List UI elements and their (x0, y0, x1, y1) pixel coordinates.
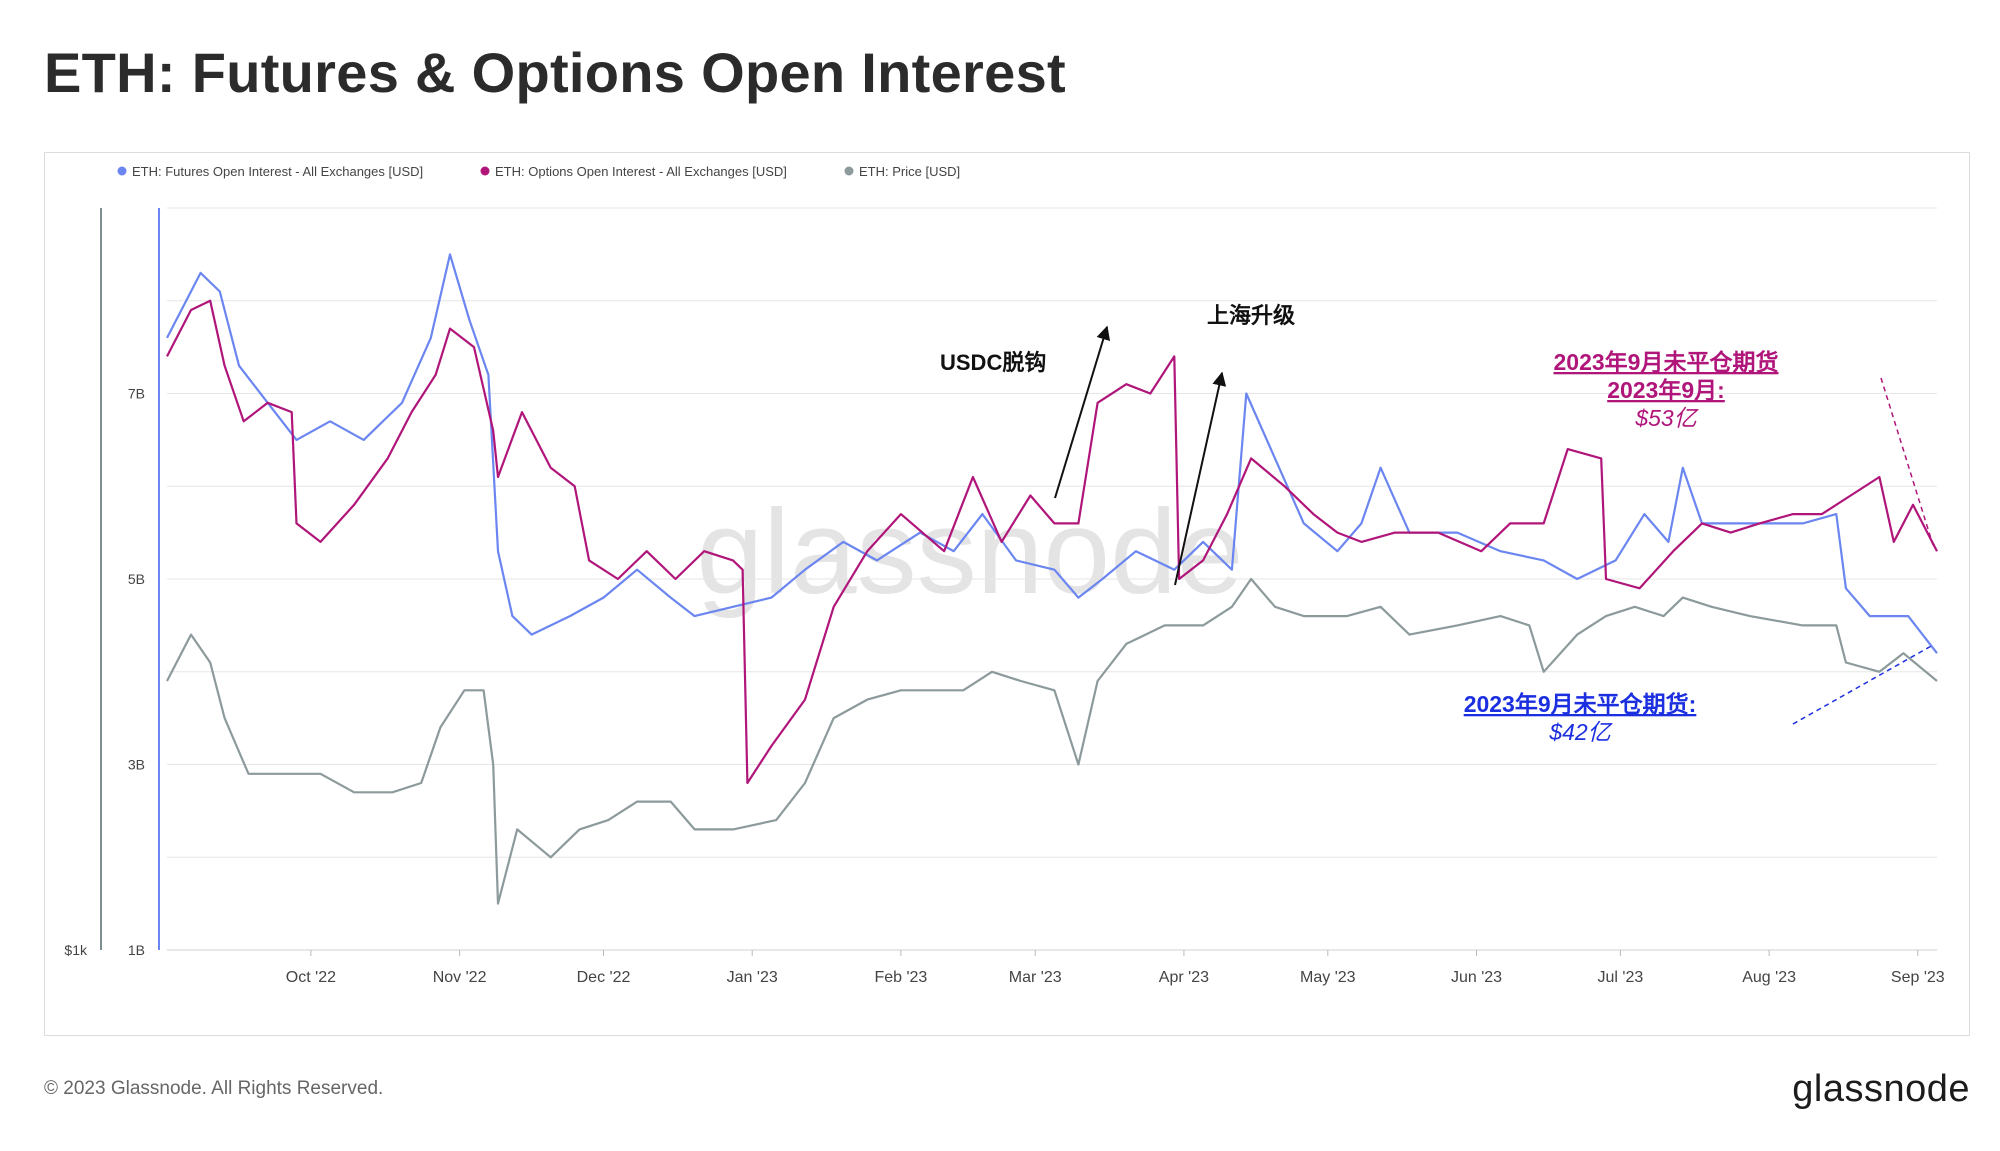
series-line-futures (166, 253, 1938, 654)
copyright-text: © 2023 Glassnode. All Rights Reserved. (44, 1078, 384, 1099)
legend: ETH: Futures Open Interest - All Exchang… (117, 164, 961, 179)
x-tick-label: Aug '23 (1742, 969, 1796, 986)
x-axis: Oct '22 Nov '22 Dec '22 Jan '23 Feb '23 Mar '… (286, 950, 1945, 986)
legend-item-price[interactable]: ETH: Price [USD] (844, 164, 961, 179)
x-tick-label: Dec '22 (577, 969, 631, 986)
y-tick-label: 5B (128, 571, 145, 587)
series-line-price (166, 577, 1938, 905)
legend-item-futures[interactable]: ETH: Futures Open Interest - All Exchang… (117, 164, 424, 179)
annotation-usdc-arrow (1054, 325, 1111, 499)
y-tick-label: 1B (128, 942, 145, 958)
annotation-options-pointer (1880, 377, 1934, 546)
y-tick-label: 3B (128, 757, 145, 773)
x-tick-label: Feb '23 (874, 969, 927, 986)
annotations: USDC脱钩 上海升级 2023年9月未平仓期货 2023年9月: $53亿 2… (940, 303, 1934, 745)
annotation-shanghai-upgrade: 上海升级 (1207, 303, 1295, 328)
price-tick-label: $1k (64, 942, 88, 958)
x-tick-label: May '23 (1300, 969, 1356, 986)
annotation-options-line2: 2023年9月: (1607, 377, 1725, 403)
y-tick-label: 7B (128, 386, 145, 402)
x-tick-label: Jul '23 (1598, 969, 1644, 986)
annotation-options-value: $53亿 (1634, 405, 1699, 431)
legend-label-price: ETH: Price [USD] (859, 164, 960, 179)
grid (167, 207, 1937, 951)
brand-logo: glassnode (1792, 1068, 1970, 1110)
watermark: glassnode (696, 485, 1243, 619)
x-tick-label: Apr '23 (1159, 969, 1209, 986)
x-tick-label: Jan '23 (727, 969, 778, 986)
y-axis: 1B 3B 5B 7B $1k (64, 386, 145, 959)
x-tick-label: Sep '23 (1891, 969, 1945, 986)
x-tick-label: Jun '23 (1451, 969, 1502, 986)
series-layer (166, 253, 1938, 905)
legend-label-options: ETH: Options Open Interest - All Exchang… (495, 164, 787, 179)
annotation-shanghai-arrow (1174, 371, 1227, 586)
legend-item-options[interactable]: ETH: Options Open Interest - All Exchang… (480, 164, 787, 179)
x-tick-label: Nov '22 (433, 969, 487, 986)
chart-frame: glassnode ETH: Futures Open Interest - A… (44, 152, 1970, 1036)
annotation-options-line1: 2023年9月未平仓期货 (1554, 349, 1779, 375)
annotation-usdc-depeg: USDC脱钩 (940, 350, 1046, 375)
annotation-futures-value: $42亿 (1548, 719, 1613, 745)
legend-label-futures: ETH: Futures Open Interest - All Exchang… (132, 164, 423, 179)
x-tick-label: Oct '22 (286, 969, 336, 986)
annotation-futures-pointer (1792, 644, 1934, 725)
x-tick-label: Mar '23 (1009, 969, 1062, 986)
chart-canvas: glassnode ETH: Futures Open Interest - A… (64, 164, 1945, 986)
page-title: ETH: Futures & Options Open Interest (44, 41, 1066, 104)
series-line-options (166, 299, 1938, 785)
annotation-futures-line1: 2023年9月未平仓期货: (1464, 691, 1697, 717)
